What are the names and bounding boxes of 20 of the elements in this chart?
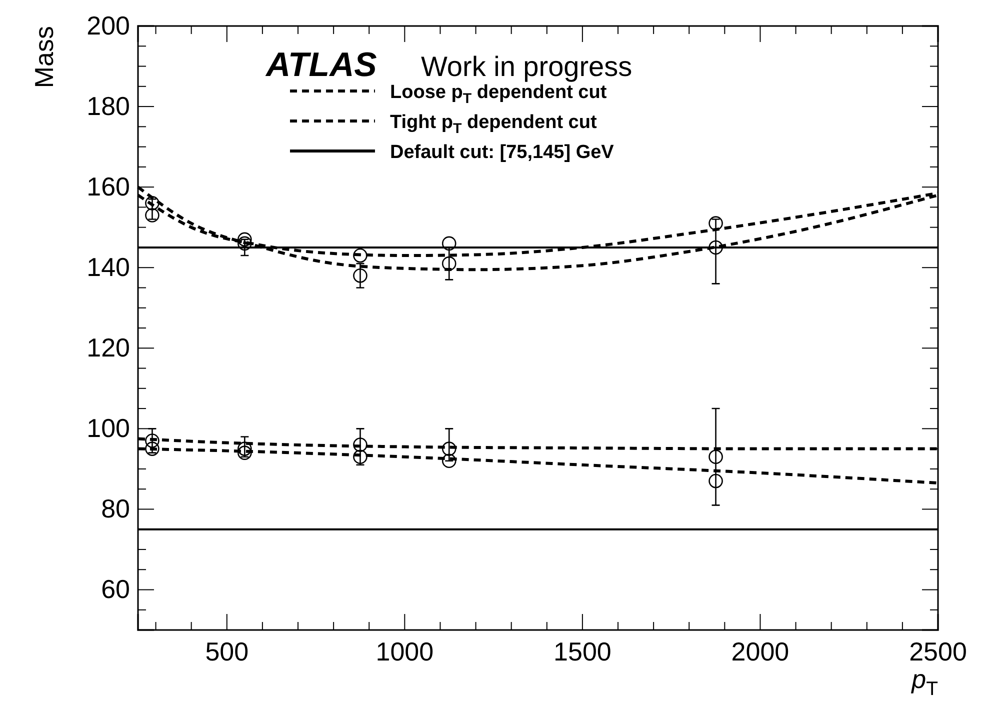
y-tick-label: 200 [86,10,130,40]
y-tick-label: 80 [101,494,130,524]
x-tick-label: 1000 [376,636,434,666]
y-tick-label: 100 [86,412,130,443]
y-tick-label: 60 [101,574,130,604]
y-tick-label: 140 [86,252,130,282]
x-tick-label: 2500 [909,636,967,666]
legend-label: Tight p$_{T}$ dependent cut [390,112,598,137]
x-tick-label: 500 [205,636,249,666]
annotation: ATLAS [265,46,378,84]
y-tick-label: 180 [86,90,130,121]
x-axis-title: p$_{T}$ [910,664,938,700]
y-axis-title: Mass [29,26,59,88]
x-tick-label: 1500 [554,636,612,666]
y-tick-label: 160 [86,171,130,202]
annotation: Work in progress [421,51,632,82]
y-tick-label: 120 [86,332,130,362]
legend-label: Loose p$_{T}$ dependent cut [390,82,608,107]
legend-label: Default cut: [75,145] GeV [390,142,614,163]
x-tick-label: 2000 [731,636,790,666]
